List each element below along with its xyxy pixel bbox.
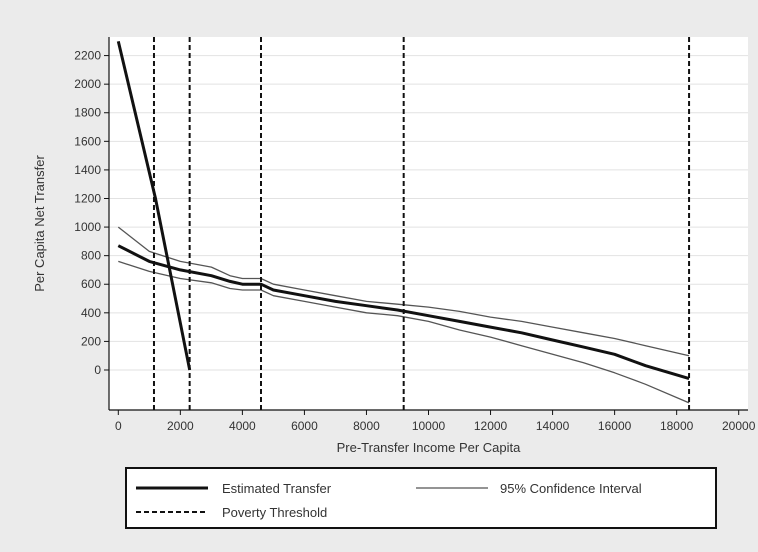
y-tick-label: 400 bbox=[81, 306, 101, 320]
series-line-1 bbox=[117, 226, 690, 357]
x-tick-label: 4000 bbox=[229, 419, 256, 433]
y-tick-label: 2200 bbox=[74, 49, 101, 63]
y-tick-label: 800 bbox=[81, 249, 101, 263]
x-tick-label: 2000 bbox=[167, 419, 194, 433]
y-tick-label: 600 bbox=[81, 277, 101, 291]
series-line-2 bbox=[118, 260, 690, 404]
x-tick-label: 6000 bbox=[291, 419, 318, 433]
x-tick-label: 14000 bbox=[536, 419, 570, 433]
x-tick-label: 10000 bbox=[412, 419, 446, 433]
y-tick-label: 1800 bbox=[74, 106, 101, 120]
poverty-threshold-lines bbox=[152, 37, 691, 410]
x-tick-label: 8000 bbox=[353, 419, 380, 433]
y-axis-title: Per Capita Net Transfer bbox=[32, 155, 47, 292]
series-line-0 bbox=[117, 244, 690, 381]
y-tick-label: 0 bbox=[94, 363, 101, 377]
y-tick-label: 1000 bbox=[74, 220, 101, 234]
legend: Estimated Transfer 95% Confidence Interv… bbox=[125, 467, 717, 529]
x-tick-label: 12000 bbox=[474, 419, 508, 433]
x-axis-title: Pre-Transfer Income Per Capita bbox=[337, 440, 522, 455]
y-tick-label: 1600 bbox=[74, 134, 101, 148]
series-line-3 bbox=[116, 40, 192, 371]
x-tick-label: 20000 bbox=[722, 419, 756, 433]
axes bbox=[104, 37, 748, 415]
legend-label-estimated-transfer: Estimated Transfer bbox=[222, 481, 332, 496]
legend-box bbox=[125, 467, 717, 529]
legend-label-confidence-interval: 95% Confidence Interval bbox=[500, 481, 642, 496]
y-tick-label: 1400 bbox=[74, 163, 101, 177]
x-tick-label: 18000 bbox=[660, 419, 694, 433]
tick-labels: 0 200 400 600 800 1000 1200 1400 1600 1800 2000 220… bbox=[74, 49, 755, 433]
legend-label-poverty-threshold: Poverty Threshold bbox=[222, 505, 327, 520]
y-tick-label: 200 bbox=[81, 334, 101, 348]
y-tick-label: 1200 bbox=[74, 191, 101, 205]
y-tick-label: 2000 bbox=[74, 77, 101, 91]
data-lines bbox=[116, 40, 690, 404]
x-tick-label: 16000 bbox=[598, 419, 632, 433]
x-tick-label: 0 bbox=[115, 419, 122, 433]
grid bbox=[109, 55, 748, 371]
plot-area bbox=[109, 37, 748, 410]
